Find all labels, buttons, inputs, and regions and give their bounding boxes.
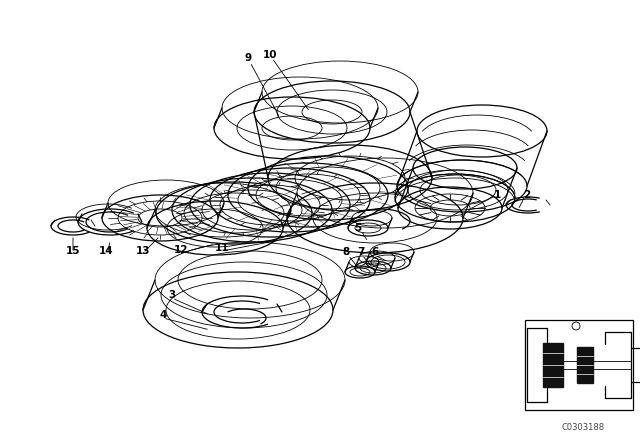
- Text: C0303188: C0303188: [562, 423, 605, 432]
- Ellipse shape: [572, 322, 580, 330]
- Text: 9: 9: [244, 53, 252, 63]
- Text: 12: 12: [173, 245, 188, 255]
- Polygon shape: [527, 328, 547, 402]
- Text: 15: 15: [66, 246, 80, 256]
- Polygon shape: [577, 347, 593, 383]
- Text: 3: 3: [168, 290, 175, 300]
- Text: 14: 14: [99, 246, 113, 256]
- Text: 6: 6: [371, 247, 379, 257]
- Text: 2: 2: [524, 190, 531, 200]
- Polygon shape: [543, 343, 563, 387]
- Text: 4: 4: [159, 310, 166, 320]
- Bar: [525, 320, 633, 410]
- Text: 7: 7: [357, 247, 365, 257]
- Text: 11: 11: [215, 243, 229, 253]
- Text: 8: 8: [342, 247, 349, 257]
- Text: 13: 13: [136, 246, 150, 256]
- Text: 5: 5: [355, 223, 362, 233]
- Text: 10: 10: [263, 50, 277, 60]
- Text: 1: 1: [493, 190, 500, 200]
